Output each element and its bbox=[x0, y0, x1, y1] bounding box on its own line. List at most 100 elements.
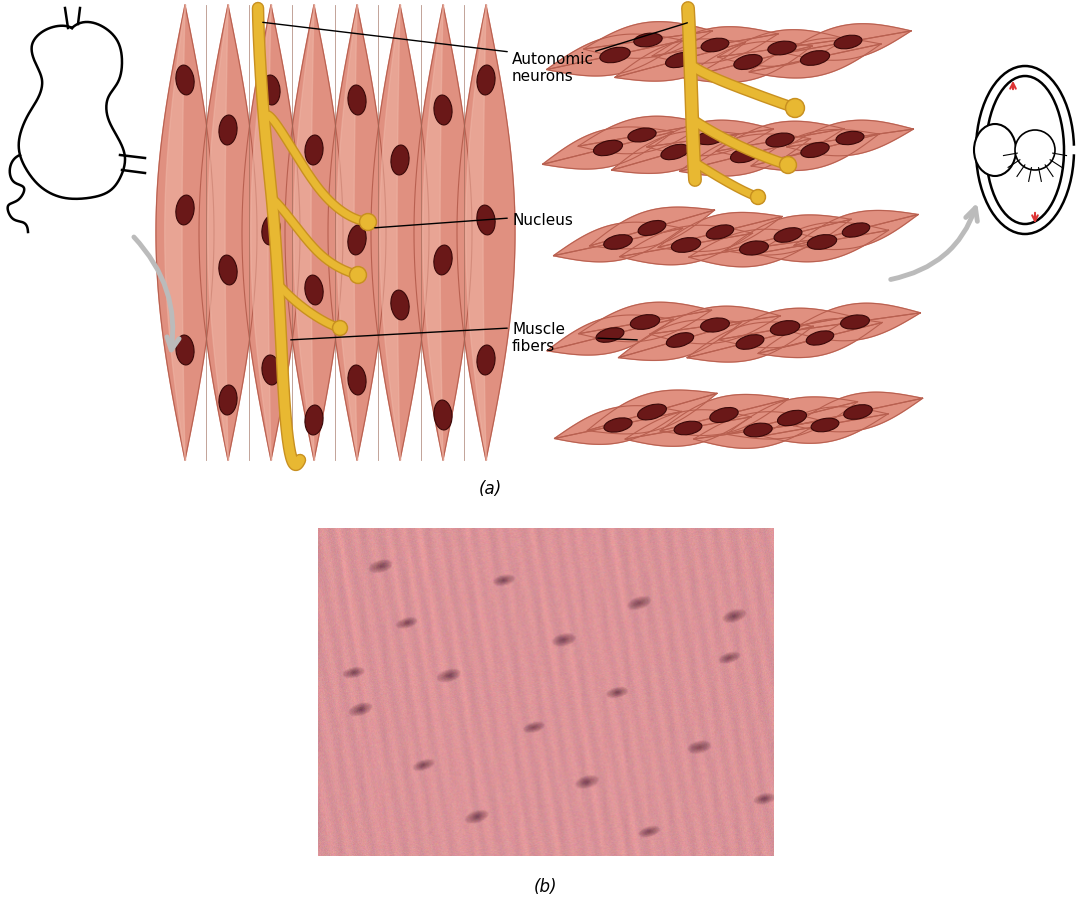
Ellipse shape bbox=[661, 144, 689, 160]
Polygon shape bbox=[789, 304, 921, 341]
Circle shape bbox=[750, 189, 765, 205]
Polygon shape bbox=[615, 39, 746, 81]
Ellipse shape bbox=[734, 54, 762, 69]
Polygon shape bbox=[553, 222, 683, 262]
Ellipse shape bbox=[707, 225, 734, 239]
Polygon shape bbox=[589, 207, 714, 249]
Text: (a): (a) bbox=[478, 480, 501, 498]
Ellipse shape bbox=[218, 255, 237, 285]
Ellipse shape bbox=[842, 222, 870, 237]
Polygon shape bbox=[726, 397, 858, 439]
Ellipse shape bbox=[739, 241, 769, 255]
Ellipse shape bbox=[665, 53, 695, 67]
Ellipse shape bbox=[696, 131, 724, 145]
Polygon shape bbox=[414, 5, 472, 460]
Polygon shape bbox=[612, 131, 738, 174]
Polygon shape bbox=[620, 225, 752, 265]
Circle shape bbox=[779, 157, 797, 174]
Ellipse shape bbox=[348, 365, 366, 395]
Ellipse shape bbox=[176, 335, 195, 365]
Ellipse shape bbox=[986, 76, 1064, 224]
Polygon shape bbox=[157, 5, 214, 460]
Ellipse shape bbox=[348, 225, 366, 255]
Circle shape bbox=[361, 215, 375, 229]
Polygon shape bbox=[758, 318, 882, 357]
Ellipse shape bbox=[701, 318, 729, 332]
Ellipse shape bbox=[730, 148, 760, 162]
Ellipse shape bbox=[767, 42, 796, 54]
Circle shape bbox=[351, 268, 365, 282]
Ellipse shape bbox=[1015, 130, 1055, 170]
Ellipse shape bbox=[434, 95, 452, 125]
Polygon shape bbox=[794, 392, 923, 432]
Polygon shape bbox=[337, 5, 358, 460]
Ellipse shape bbox=[218, 115, 237, 145]
Ellipse shape bbox=[305, 405, 323, 435]
Ellipse shape bbox=[844, 404, 872, 419]
Ellipse shape bbox=[638, 221, 666, 235]
Ellipse shape bbox=[600, 47, 630, 63]
Polygon shape bbox=[242, 5, 300, 460]
Polygon shape bbox=[762, 407, 888, 443]
Polygon shape bbox=[199, 5, 257, 460]
Ellipse shape bbox=[262, 355, 280, 385]
Polygon shape bbox=[660, 394, 788, 436]
Circle shape bbox=[360, 213, 376, 231]
Polygon shape bbox=[547, 315, 673, 355]
Ellipse shape bbox=[638, 404, 666, 420]
Text: (b): (b) bbox=[534, 878, 557, 896]
Polygon shape bbox=[755, 222, 888, 262]
Polygon shape bbox=[719, 308, 851, 348]
Polygon shape bbox=[794, 210, 919, 249]
Ellipse shape bbox=[811, 418, 839, 432]
Polygon shape bbox=[694, 412, 823, 449]
Circle shape bbox=[350, 267, 366, 283]
Ellipse shape bbox=[666, 332, 694, 347]
Ellipse shape bbox=[604, 418, 632, 432]
Polygon shape bbox=[379, 5, 401, 460]
Ellipse shape bbox=[477, 65, 495, 95]
Ellipse shape bbox=[771, 320, 800, 335]
Polygon shape bbox=[208, 5, 229, 460]
Polygon shape bbox=[625, 410, 751, 446]
Ellipse shape bbox=[594, 140, 623, 156]
Ellipse shape bbox=[628, 128, 657, 142]
Ellipse shape bbox=[744, 423, 772, 437]
Circle shape bbox=[787, 100, 803, 116]
Polygon shape bbox=[285, 5, 343, 460]
Text: Muscle
fibers: Muscle fibers bbox=[512, 322, 565, 354]
Ellipse shape bbox=[701, 38, 729, 52]
Ellipse shape bbox=[176, 195, 195, 225]
Polygon shape bbox=[587, 390, 717, 434]
Polygon shape bbox=[787, 120, 913, 156]
Circle shape bbox=[786, 99, 804, 117]
Polygon shape bbox=[749, 38, 882, 78]
Ellipse shape bbox=[634, 33, 662, 47]
Ellipse shape bbox=[807, 330, 834, 345]
Polygon shape bbox=[578, 116, 707, 154]
Ellipse shape bbox=[262, 215, 280, 245]
Ellipse shape bbox=[801, 142, 829, 158]
Ellipse shape bbox=[672, 237, 701, 252]
Ellipse shape bbox=[603, 234, 633, 249]
Polygon shape bbox=[542, 127, 674, 169]
Ellipse shape bbox=[974, 124, 1016, 176]
Polygon shape bbox=[717, 30, 847, 66]
Polygon shape bbox=[584, 22, 712, 58]
Ellipse shape bbox=[391, 290, 409, 320]
Ellipse shape bbox=[262, 75, 280, 105]
Polygon shape bbox=[328, 5, 386, 460]
Polygon shape bbox=[725, 215, 851, 255]
Polygon shape bbox=[371, 5, 429, 460]
Ellipse shape bbox=[836, 131, 864, 145]
Circle shape bbox=[780, 158, 795, 172]
Ellipse shape bbox=[710, 407, 738, 423]
Polygon shape bbox=[684, 42, 812, 82]
Ellipse shape bbox=[477, 205, 496, 235]
Ellipse shape bbox=[808, 234, 837, 249]
Polygon shape bbox=[687, 322, 813, 362]
Circle shape bbox=[752, 191, 764, 203]
Polygon shape bbox=[554, 406, 682, 444]
Ellipse shape bbox=[304, 275, 323, 305]
Polygon shape bbox=[716, 121, 844, 159]
